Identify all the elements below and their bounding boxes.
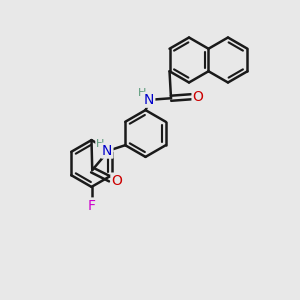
- Text: N: N: [144, 93, 154, 107]
- Text: O: O: [111, 174, 122, 188]
- Text: O: O: [193, 90, 203, 104]
- Text: H: H: [138, 88, 146, 98]
- Text: H: H: [96, 139, 104, 149]
- Text: N: N: [102, 144, 112, 158]
- Text: F: F: [88, 199, 95, 212]
